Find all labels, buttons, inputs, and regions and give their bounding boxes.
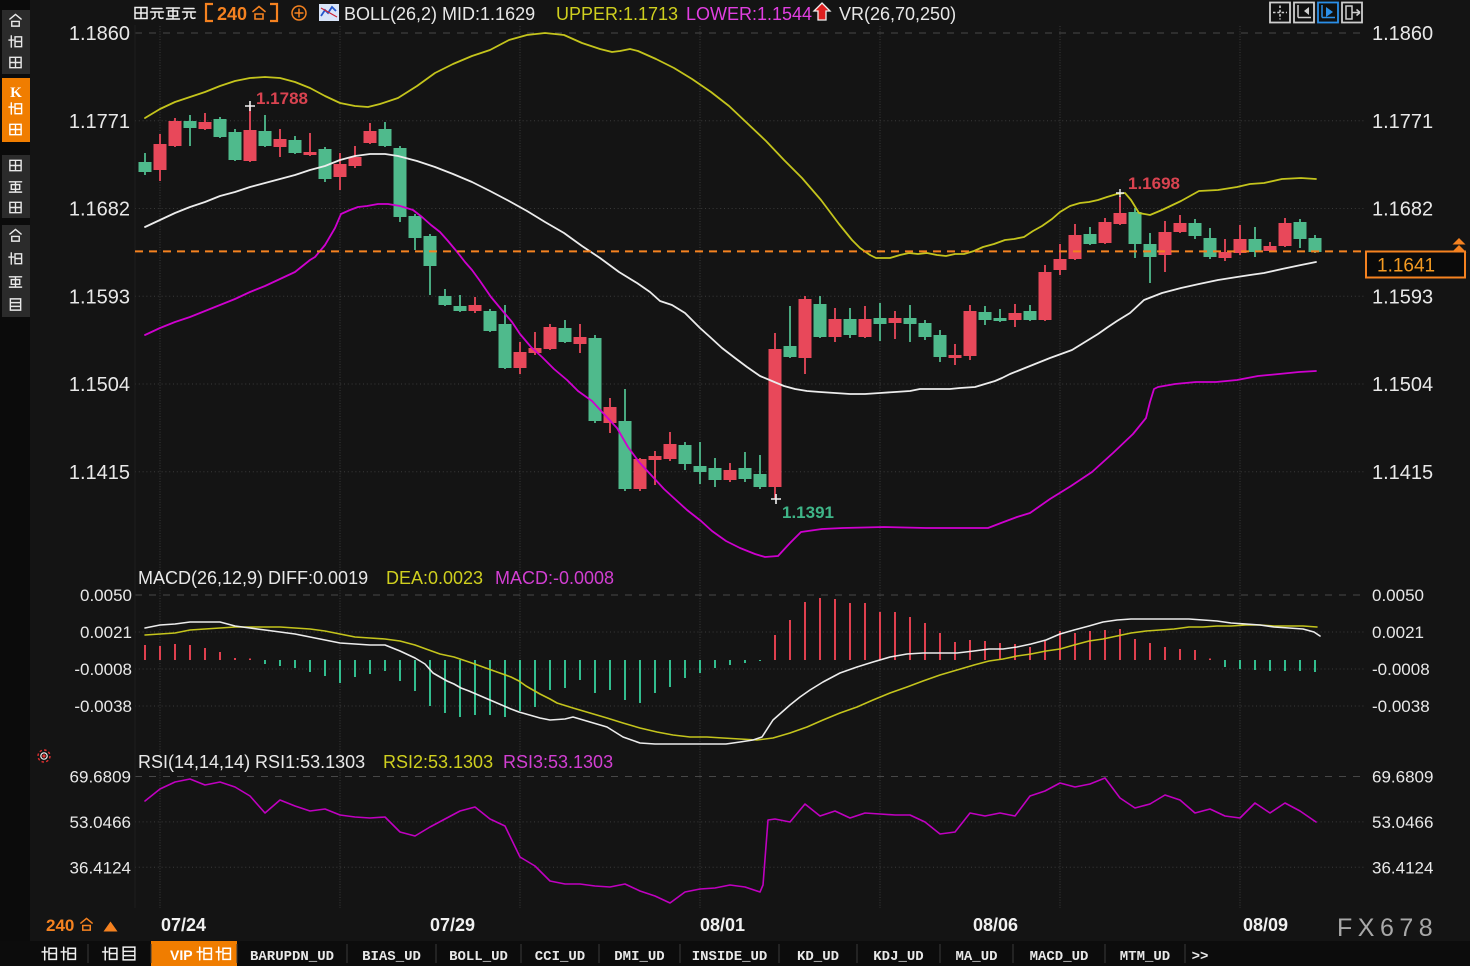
svg-text:1.1391: 1.1391 xyxy=(782,503,834,522)
svg-text:INSIDE_UD: INSIDE_UD xyxy=(692,949,768,965)
svg-text:-0.0008: -0.0008 xyxy=(74,660,132,679)
svg-text:RSI3:53.1303: RSI3:53.1303 xyxy=(503,752,613,772)
svg-text:BOLL_UD: BOLL_UD xyxy=(449,949,508,965)
svg-text:BARUPDN_UD: BARUPDN_UD xyxy=(250,949,334,965)
svg-text:BIAS_UD: BIAS_UD xyxy=(362,949,421,965)
svg-text:-0.0038: -0.0038 xyxy=(74,697,132,716)
svg-text:1.1682: 1.1682 xyxy=(69,199,130,221)
svg-text:VIP: VIP xyxy=(170,947,193,963)
svg-text:VR(26,70,250): VR(26,70,250) xyxy=(839,4,956,24)
svg-text:53.0466: 53.0466 xyxy=(1372,813,1433,832)
svg-text:07/29: 07/29 xyxy=(430,915,475,935)
svg-text:1.1415: 1.1415 xyxy=(69,462,130,484)
svg-text:69.6809: 69.6809 xyxy=(1372,768,1433,787)
svg-text:08/01: 08/01 xyxy=(700,915,745,935)
svg-text:RSI(14,14,14) RSI1:53.1303: RSI(14,14,14) RSI1:53.1303 xyxy=(138,752,365,772)
svg-text:MTM_UD: MTM_UD xyxy=(1120,949,1170,965)
svg-text:240: 240 xyxy=(46,916,74,935)
svg-text:36.4124: 36.4124 xyxy=(1372,858,1433,877)
svg-text:0.0050: 0.0050 xyxy=(80,586,132,605)
svg-text:MA_UD: MA_UD xyxy=(955,949,997,965)
svg-text:FX678: FX678 xyxy=(1337,914,1438,942)
svg-text:69.6809: 69.6809 xyxy=(70,768,131,787)
svg-text:LOWER:1.1544: LOWER:1.1544 xyxy=(686,4,812,24)
svg-text:CCI_UD: CCI_UD xyxy=(535,949,585,965)
svg-text:1.1860: 1.1860 xyxy=(1372,23,1433,45)
svg-text:1.1504: 1.1504 xyxy=(69,374,130,396)
svg-text:KDJ_UD: KDJ_UD xyxy=(873,949,923,965)
svg-text:240: 240 xyxy=(217,4,247,24)
svg-text:KD_UD: KD_UD xyxy=(797,949,839,965)
svg-text:07/24: 07/24 xyxy=(161,915,206,935)
svg-text:RSI2:53.1303: RSI2:53.1303 xyxy=(383,752,493,772)
svg-text:0.0021: 0.0021 xyxy=(80,623,132,642)
svg-text:-0.0038: -0.0038 xyxy=(1372,697,1430,716)
svg-text:1.1771: 1.1771 xyxy=(69,111,130,133)
svg-text:1.1860: 1.1860 xyxy=(69,23,130,45)
svg-text:1.1682: 1.1682 xyxy=(1372,199,1433,221)
svg-text:-0.0008: -0.0008 xyxy=(1372,660,1430,679)
svg-text:0.0021: 0.0021 xyxy=(1372,623,1424,642)
svg-text:1.1788: 1.1788 xyxy=(256,89,308,108)
svg-text:1.1641: 1.1641 xyxy=(1377,256,1435,277)
svg-text:MACD:-0.0008: MACD:-0.0008 xyxy=(495,568,614,588)
svg-text:MACD(26,12,9) DIFF:0.0019: MACD(26,12,9) DIFF:0.0019 xyxy=(138,568,368,588)
svg-text:1.1593: 1.1593 xyxy=(1372,286,1433,308)
svg-text:MACD_UD: MACD_UD xyxy=(1030,949,1089,965)
svg-text:08/09: 08/09 xyxy=(1243,915,1288,935)
svg-text:DEA:0.0023: DEA:0.0023 xyxy=(386,568,483,588)
svg-text:1.1698: 1.1698 xyxy=(1128,174,1180,193)
svg-text:36.4124: 36.4124 xyxy=(70,858,131,877)
svg-text:0.0050: 0.0050 xyxy=(1372,586,1424,605)
svg-text:BOLL(26,2) MID:1.1629: BOLL(26,2) MID:1.1629 xyxy=(344,4,535,24)
svg-text:1.1415: 1.1415 xyxy=(1372,462,1433,484)
svg-text:UPPER:1.1713: UPPER:1.1713 xyxy=(556,4,678,24)
svg-text:1.1593: 1.1593 xyxy=(69,286,130,308)
svg-text:08/06: 08/06 xyxy=(973,915,1018,935)
svg-text:1.1504: 1.1504 xyxy=(1372,374,1433,396)
svg-text:1.1771: 1.1771 xyxy=(1372,111,1433,133)
svg-text:DMI_UD: DMI_UD xyxy=(614,949,664,965)
svg-text:53.0466: 53.0466 xyxy=(70,813,131,832)
svg-text:K: K xyxy=(10,85,22,101)
svg-text:>>: >> xyxy=(1192,949,1209,965)
